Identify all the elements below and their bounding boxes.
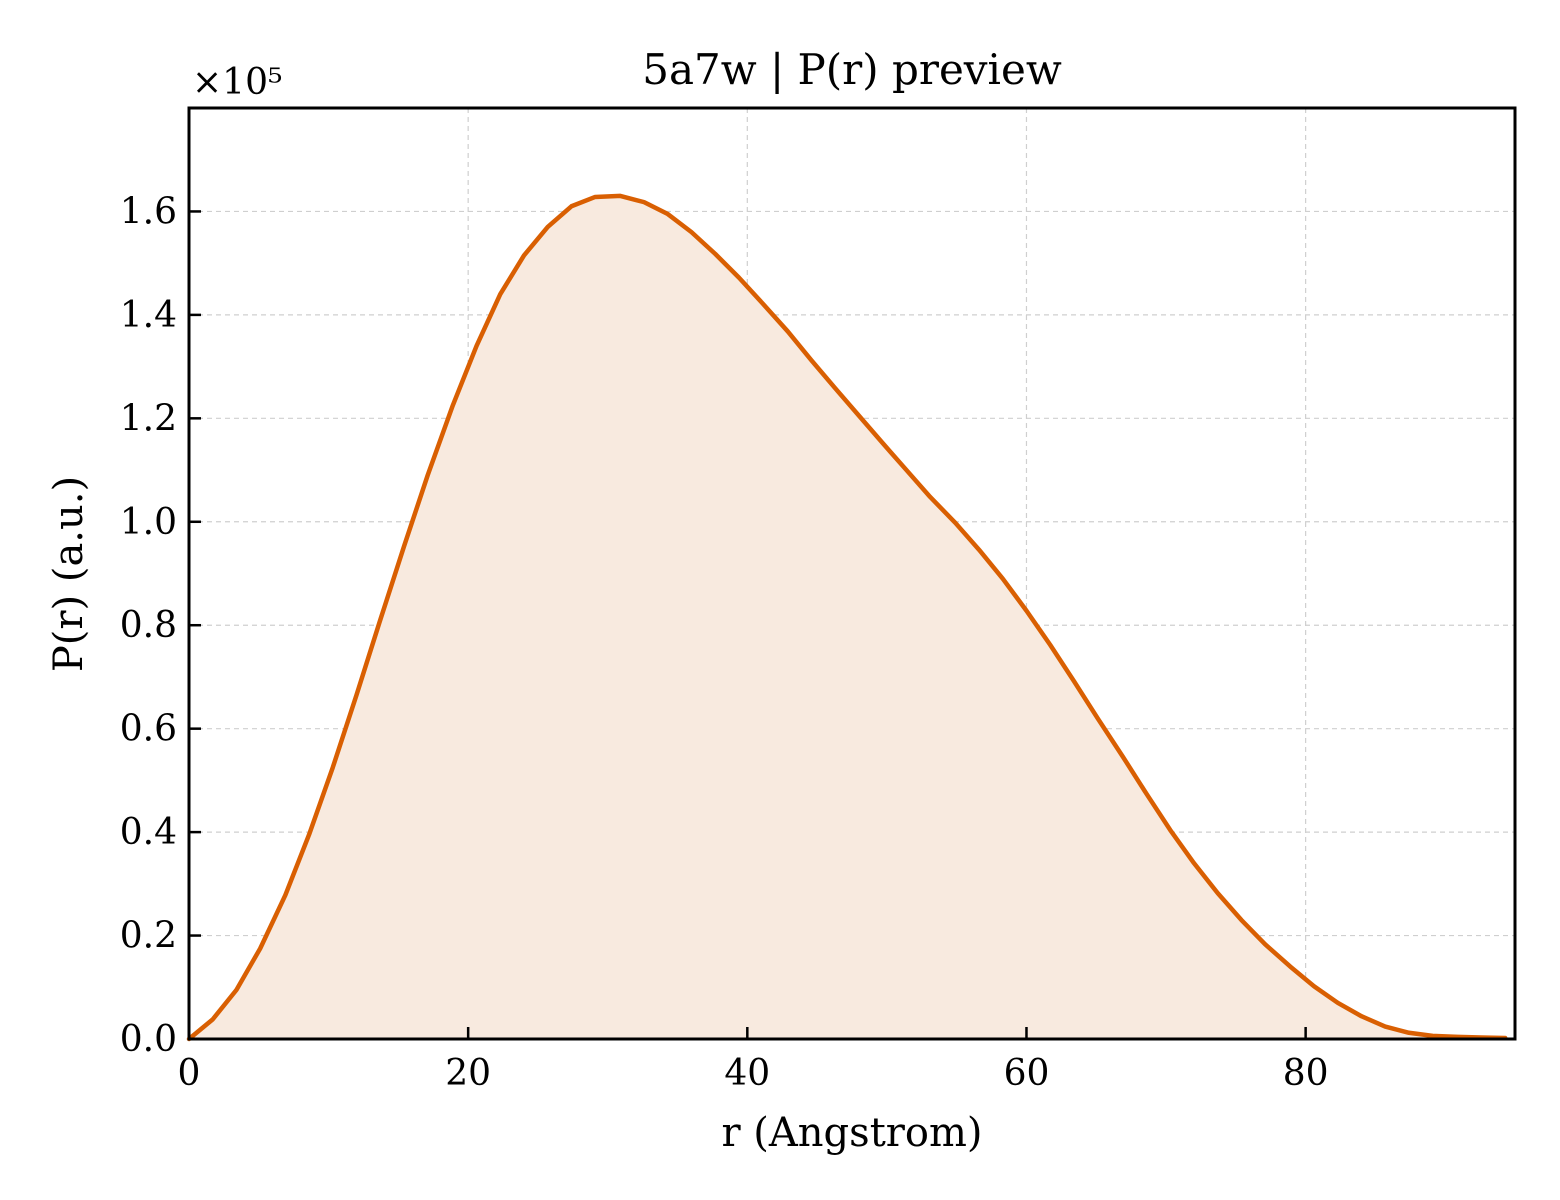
series-area-fill	[189, 195, 1506, 1039]
series-line	[186, 193, 1508, 1042]
x-tick-label: 20	[445, 1053, 491, 1094]
x-tick-label: 60	[1004, 1053, 1050, 1094]
y-tick-label: 0.2	[120, 916, 177, 957]
x-tick-label: 40	[724, 1053, 770, 1094]
y-tick-label: 0.6	[120, 709, 177, 750]
y-tick-label: 0.8	[120, 605, 177, 646]
y-tick-label: 1.6	[120, 191, 177, 232]
plot-frame	[187, 106, 1517, 1041]
x-tick-label: 0	[178, 1053, 201, 1094]
y-tick-label: 1.2	[120, 398, 177, 439]
y-tick-label: 1.0	[120, 502, 177, 543]
x-axis-label: r (Angstrom)	[721, 1110, 982, 1156]
text-layer: 5a7w | P(r) preview r (Angstrom) P(r) (a…	[46, 45, 1329, 1156]
x-tick-label: 80	[1283, 1053, 1329, 1094]
y-multiplier-label: ×10⁵	[192, 62, 282, 103]
y-tick-label: 0.4	[120, 812, 177, 853]
chart-title: 5a7w | P(r) preview	[642, 45, 1062, 94]
y-axis-label: P(r) (a.u.)	[46, 476, 92, 672]
y-tick-label: 0.0	[120, 1019, 177, 1060]
axes-layer	[187, 106, 1517, 1041]
data-layer	[186, 193, 1508, 1042]
y-tick-label: 1.4	[120, 295, 177, 336]
